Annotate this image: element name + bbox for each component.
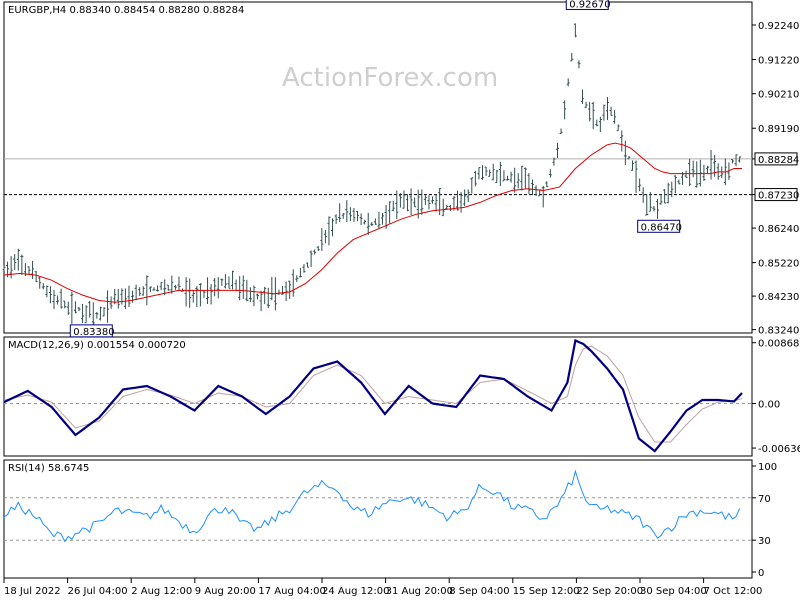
price-axis-label: 0.88284 xyxy=(758,155,799,166)
annotation-box xyxy=(565,0,609,10)
time-axis-label: 2 Aug 12:00 xyxy=(131,586,192,597)
price-axis-box xyxy=(754,188,798,202)
price-axis-label: 0.84230 xyxy=(758,292,799,303)
annotation-box xyxy=(69,324,113,338)
time-axis-label: 8 Sep 04:00 xyxy=(449,586,509,597)
rsi-line xyxy=(3,469,741,543)
macd-axis-label: 0.00 xyxy=(758,400,780,411)
price-axis-label: 0.89190 xyxy=(758,124,799,135)
price-axis-label: 0.90210 xyxy=(758,90,799,101)
price-axis-label: 0.86240 xyxy=(758,224,799,235)
macd-line xyxy=(3,338,743,453)
macd-layer xyxy=(3,338,752,453)
rsi-title: RSI(14) 58.6745 xyxy=(8,463,89,474)
annotation-label: 0.86470 xyxy=(641,222,682,233)
time-axis-label: 17 Aug 04:00 xyxy=(258,586,325,597)
macd-signal-line xyxy=(3,345,743,443)
price-layer: 0.83380 0.92670 0.86470 xyxy=(2,0,752,338)
rsi-layer xyxy=(3,469,752,543)
time-axis-label: 26 Jul 04:00 xyxy=(68,586,128,597)
macd-title: MACD(12,26,9) 0.001554 0.000720 xyxy=(8,340,186,351)
time-axis-label: 7 Oct 12:00 xyxy=(704,586,763,597)
price-title: EURGBP,H4 0.88340 0.88454 0.88280 0.8828… xyxy=(8,5,244,16)
rsi-axis-label: 70 xyxy=(758,494,771,505)
time-axis-label: 24 Aug 12:00 xyxy=(322,586,389,597)
time-axis-label: 15 Sep 12:00 xyxy=(513,586,580,597)
rsi-axis-label: 30 xyxy=(758,536,771,547)
macd-axis-label: 0.008686 xyxy=(758,339,800,350)
axis-layer: 0.92240 0.91220 0.90210 0.89190 0.88284 0.872… xyxy=(3,21,800,597)
time-axis-label: 22 Sep 20:00 xyxy=(576,586,643,597)
rsi-panel xyxy=(3,459,753,579)
time-axis-label: 31 Aug 20:00 xyxy=(386,586,453,597)
rsi-axis-label: 0 xyxy=(758,568,764,579)
price-axis-label: 0.91220 xyxy=(758,56,799,67)
annotation-label: 0.83380 xyxy=(73,327,114,338)
macd-axis-label: -0.006366 xyxy=(758,444,800,455)
price-axis-label: 0.83240 xyxy=(758,326,799,337)
price-axis-label: 0.92240 xyxy=(758,21,799,32)
price-panel xyxy=(3,1,753,334)
macd-panel xyxy=(3,336,753,457)
time-axis-label: 9 Aug 20:00 xyxy=(195,586,256,597)
annotation-label: 0.92670 xyxy=(569,0,610,10)
time-axis-label: 30 Sep 04:00 xyxy=(640,586,707,597)
annotation-box xyxy=(637,219,681,233)
moving-average-line xyxy=(3,142,742,303)
watermark: ActionForex.com xyxy=(282,63,498,93)
price-axis-label: 0.85220 xyxy=(758,259,799,270)
rsi-axis-label: 100 xyxy=(758,462,777,473)
price-axis-box xyxy=(754,152,798,166)
price-axis-label: 0.87230 xyxy=(758,191,799,202)
time-axis-label: 18 Jul 2022 xyxy=(4,586,61,597)
